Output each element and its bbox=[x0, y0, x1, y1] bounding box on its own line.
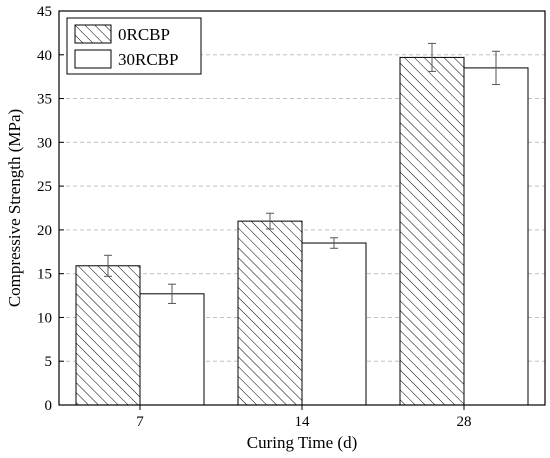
y-tick-label: 10 bbox=[37, 310, 52, 326]
legend-swatch bbox=[74, 49, 112, 69]
error-bar bbox=[168, 283, 176, 304]
y-tick-label: 30 bbox=[37, 135, 52, 151]
bar-30RCBP-7 bbox=[139, 293, 205, 406]
error-bar bbox=[266, 212, 274, 230]
bars bbox=[75, 56, 529, 406]
error-bars bbox=[104, 42, 500, 304]
y-tick-label: 40 bbox=[37, 48, 52, 64]
y-tick-label: 20 bbox=[37, 223, 52, 239]
bar-0RCBP-14 bbox=[237, 220, 303, 406]
error-bar bbox=[492, 50, 500, 86]
bar-0RCBP-7 bbox=[75, 265, 141, 406]
y-tick-label: 5 bbox=[45, 354, 53, 370]
legend-label: 30RCBP bbox=[118, 50, 178, 69]
y-tick-label: 25 bbox=[37, 179, 52, 195]
error-bar bbox=[330, 237, 338, 249]
bar-30RCBP-28 bbox=[463, 67, 529, 406]
x-tick-label: 7 bbox=[136, 414, 144, 430]
legend-label: 0RCBP bbox=[118, 25, 170, 44]
x-axis: 7 14 28 bbox=[136, 405, 472, 430]
legend: 0RCBP 30RCBP bbox=[66, 17, 202, 75]
y-axis: 0 5 10 15 20 25 30 35 40 45 bbox=[37, 4, 64, 414]
y-tick-label: 15 bbox=[37, 267, 52, 283]
error-bar bbox=[428, 42, 436, 72]
bar-30RCBP-14 bbox=[301, 242, 367, 406]
y-axis-title: Compressive Strength (MPa) bbox=[5, 109, 24, 307]
y-tick-label: 45 bbox=[37, 4, 52, 20]
bar-0RCBP-28 bbox=[399, 56, 465, 406]
x-axis-title: Curing Time (d) bbox=[247, 433, 358, 452]
x-tick-label: 28 bbox=[457, 414, 472, 430]
x-tick-label: 14 bbox=[295, 414, 311, 430]
y-tick-label: 0 bbox=[45, 398, 53, 414]
legend-swatch bbox=[74, 24, 112, 44]
error-bar bbox=[104, 254, 112, 277]
y-tick-label: 35 bbox=[37, 92, 52, 108]
